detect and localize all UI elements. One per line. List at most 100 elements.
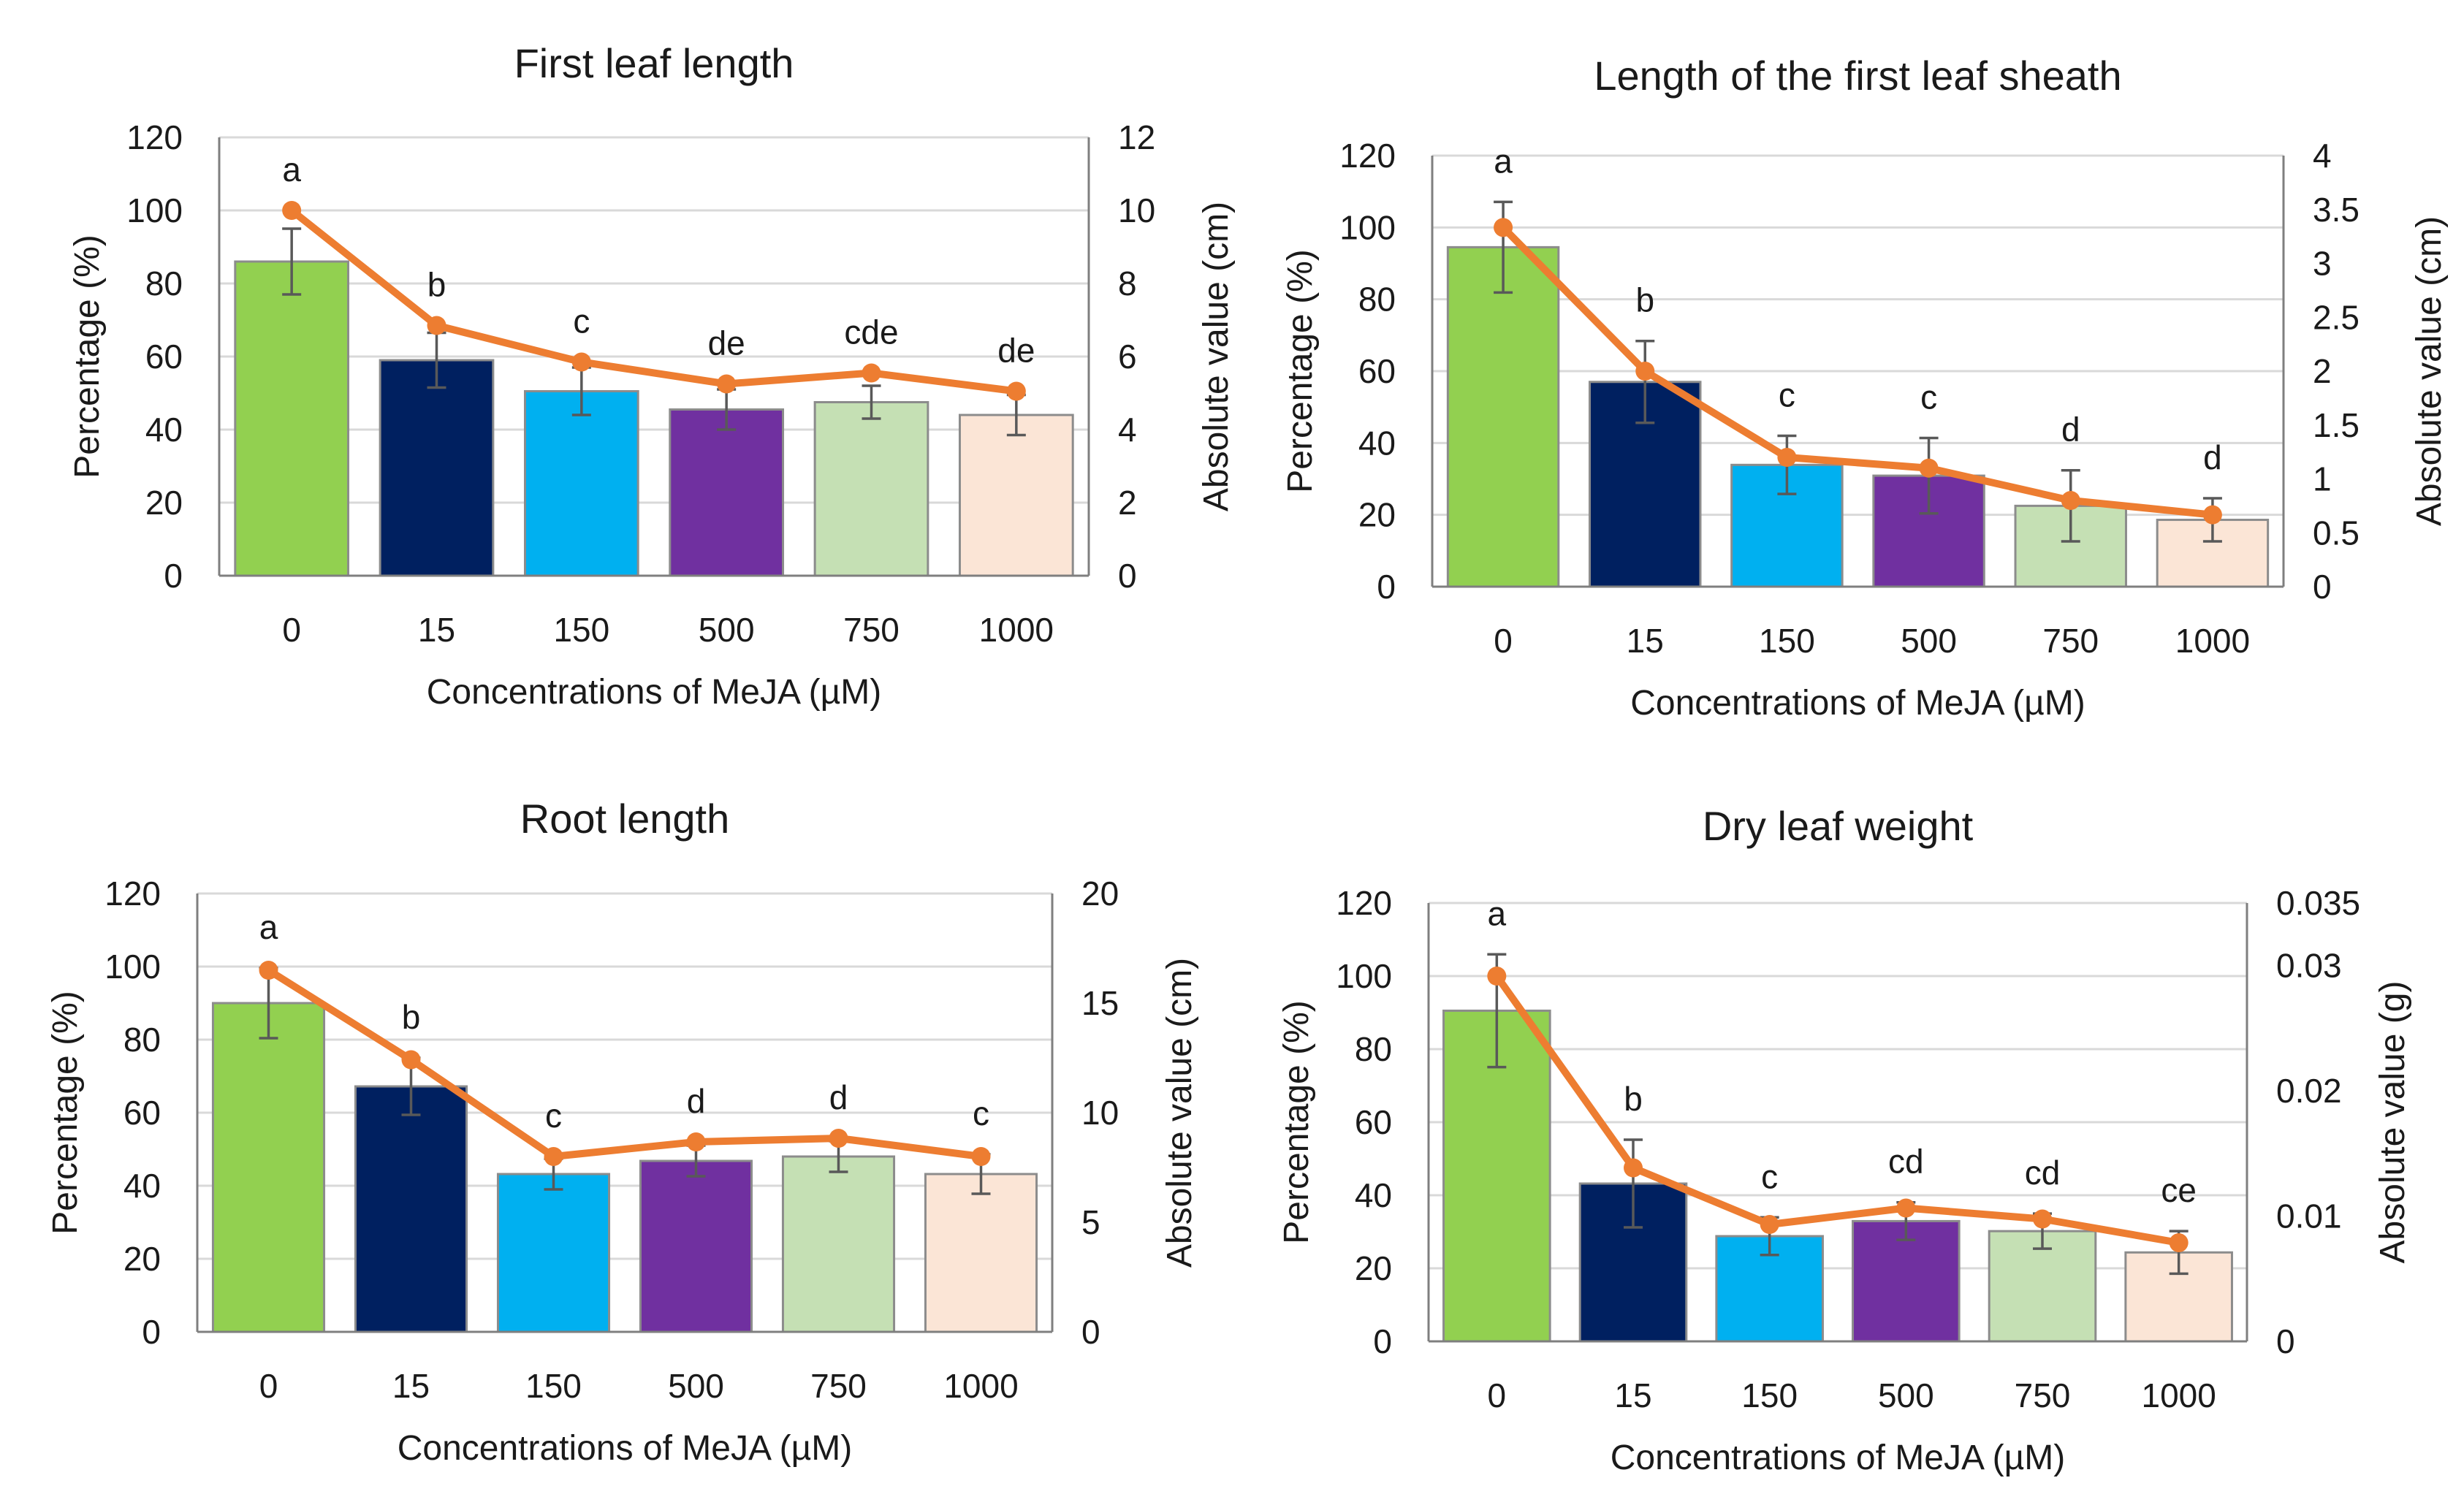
chart-panel-top-left: First leaf length02040608010012002468101… [68,40,1236,712]
percentage-point [1919,458,1939,478]
chart-title: First leaf length [514,40,794,86]
percentage-point [1624,1158,1643,1178]
significance-letter: d [2203,438,2222,476]
percentage-point [544,1147,563,1166]
x-tick-label: 150 [1759,622,1815,660]
significance-letter: b [427,266,446,304]
y-tick-label: 60 [145,338,183,376]
percentage-line [1499,224,2216,519]
percentage-point [829,1129,848,1148]
y-tick-label: 80 [1358,281,1396,319]
bar-750 [813,401,929,577]
percentage-line [1493,972,2183,1246]
y2-tick-label: 8 [1118,264,1137,302]
y-axis-title: Percentage (%) [46,991,85,1235]
bar-15 [354,1085,468,1333]
significance-letter: c [545,1097,562,1135]
y-tick-label: 20 [1358,496,1396,534]
significance-letter: c [1920,378,1937,416]
x-tick-label: 500 [668,1367,724,1405]
y2-tick-label: 2 [1118,484,1137,522]
percentage-point [282,201,302,220]
y2-axis-title: Absolute value (cm) [1160,958,1199,1268]
y-tick-label: 20 [145,484,183,522]
y-axis-title: Percentage (%) [68,235,107,479]
significance-letter: a [1494,142,1513,180]
chart-panel-top-right: Length of the first leaf sheath020406080… [1281,53,2449,723]
percentage-line [288,207,1020,395]
y-tick-label: 100 [126,191,183,229]
y2-tick-label: 3 [2313,245,2332,283]
x-tick-label: 500 [1878,1376,1934,1414]
significance-letter: ce [2161,1171,2197,1209]
x-tick-label: 0 [259,1367,278,1405]
y-axis-title: Percentage (%) [1277,1000,1316,1244]
y2-tick-label: 15 [1081,984,1119,1022]
bar-1000 [924,1173,1038,1333]
y-tick-label: 100 [104,948,161,986]
percentage-point [971,1147,991,1166]
significance-letter: d [829,1078,848,1116]
y2-tick-label: 0 [1118,557,1137,595]
bar-0 [234,260,350,577]
x-tick-label: 750 [843,611,900,649]
x-tick-label: 500 [1901,622,1957,660]
percentage-point [1494,218,1513,237]
y2-tick-label: 0.03 [2276,947,2342,985]
x-tick-label: 15 [392,1367,430,1405]
y2-tick-label: 0 [2313,568,2332,606]
significance-letter: d [687,1082,706,1120]
significance-letter: b [402,998,421,1036]
percentage-point [401,1050,421,1070]
y-tick-label: 100 [1336,957,1392,995]
y2-tick-label: 1.5 [2313,406,2360,444]
significance-letter: cd [1888,1143,1924,1181]
y2-tick-label: 2.5 [2313,298,2360,336]
significance-letter: c [973,1094,989,1132]
bar-1000 [958,414,1074,577]
significance-letter: d [2061,411,2080,449]
significance-letter: cde [844,313,898,351]
percentage-point [2061,491,2080,510]
x-tick-label: 150 [1741,1376,1798,1414]
significance-letter: de [997,332,1035,370]
y-tick-label: 60 [123,1094,161,1132]
percentage-point [862,363,881,383]
y-axis-title: Percentage (%) [1281,249,1320,493]
y2-tick-label: 0.035 [2276,884,2360,922]
y-tick-label: 0 [1373,1322,1392,1360]
bar-500 [639,1159,753,1333]
y-tick-label: 0 [142,1313,161,1351]
y-tick-label: 60 [1358,352,1396,390]
chart-title: Dry leaf weight [1703,803,1974,849]
y-tick-label: 40 [145,411,183,449]
x-tick-label: 1000 [2141,1376,2216,1414]
y-tick-label: 20 [123,1240,161,1278]
significance-letter: a [282,150,301,188]
y2-tick-label: 5 [1081,1203,1100,1241]
y2-tick-label: 4 [1118,411,1137,449]
y-tick-label: 40 [123,1167,161,1205]
significance-letter: a [1488,894,1507,932]
x-tick-label: 1000 [943,1367,1018,1405]
significance-letter: de [708,324,745,362]
bar-0 [211,1002,326,1333]
y2-tick-label: 3.5 [2313,191,2360,229]
y-tick-label: 120 [1339,137,1396,175]
x-axis-title: Concentrations of MeJA (µM) [1611,1439,2066,1477]
x-tick-label: 150 [525,1367,582,1405]
y2-tick-label: 20 [1081,875,1119,912]
y2-tick-label: 0.02 [2276,1072,2342,1110]
bar-15 [379,359,495,577]
chart-panel-bottom-left: Root length 0 20 40 60 80 100 120 0 5 10 15 20 a b c d d c… [46,796,1199,1468]
y-tick-label: 80 [123,1021,161,1059]
percentage-line [265,967,985,1160]
x-axis-title: Concentrations of MeJA (µM) [398,1429,853,1468]
bar-150 [523,390,639,577]
y-tick-label: 40 [1358,424,1396,462]
significance-letter: cd [2025,1154,2061,1192]
x-tick-label: 500 [699,611,755,649]
x-tick-label: 750 [810,1367,867,1405]
chart-panel-bottom-right: Dry leaf weight 0 20 40 60 80 100 120 0 0.01 0.02 0… [1277,803,2412,1477]
